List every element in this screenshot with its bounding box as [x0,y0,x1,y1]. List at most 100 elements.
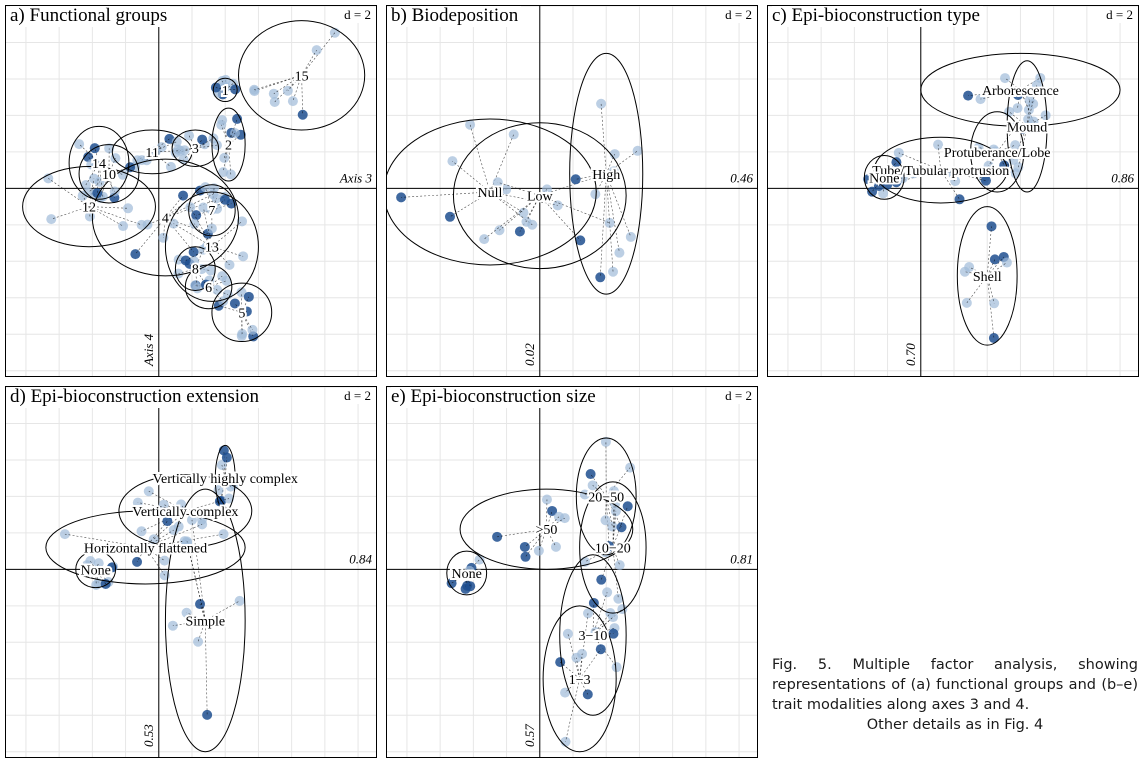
group-label: 11 [145,146,158,161]
star-link [224,457,228,479]
individual-point [608,486,619,497]
group-label: 10−20 [595,541,631,556]
x-axis-label: 0.81 [730,551,753,566]
star-link [996,127,1016,153]
grid-scale: d = 2 [723,388,754,404]
star-link [546,517,565,530]
star-link [884,177,888,180]
individual-point [1000,73,1011,84]
group-ellipse [78,144,140,204]
individual-point [221,275,232,286]
individual-point [123,203,134,214]
panel-title: b) Biodeposition [391,6,522,27]
star-link [145,547,166,576]
grid-scale: d = 2 [723,7,754,23]
star-link [51,206,90,220]
star-link [195,268,198,289]
star-link [599,173,607,278]
star-link [190,207,213,247]
individual-point [908,168,919,179]
individual-point [464,565,475,576]
individual-point [625,231,636,242]
star-link [986,226,992,276]
star-link [220,124,229,145]
group-ellipse [174,246,216,291]
star-link [592,485,607,497]
star-link [612,547,620,566]
individual-point [585,469,596,480]
star-link [1026,100,1030,127]
star-link [178,268,196,274]
individual-point [74,139,85,150]
star-link [898,152,941,171]
group-label: 20−50 [588,490,624,505]
individual-point [950,176,961,187]
individual-point [143,486,154,497]
star-link [564,678,580,693]
star-link [940,169,956,182]
individual-point [159,555,170,566]
star-link [196,209,213,216]
star-link [89,206,129,209]
individual-point [954,194,965,205]
star-link [546,529,557,548]
star-link [1004,77,1021,91]
star-link [1026,85,1038,127]
star-link [145,529,174,548]
star-link [88,178,95,207]
star-link [606,150,638,175]
star-link [489,191,524,213]
individual-point [118,221,129,232]
star-link [211,199,226,211]
individual-point [193,636,204,647]
individual-point [1004,106,1015,117]
panel-b: Null Low High 0.46 0.02 b) Biodeposition d =… [386,5,758,377]
group-ellipse [111,129,193,175]
star-link [205,600,240,621]
star-link [193,261,196,269]
individual-point [117,169,128,180]
star-link [292,75,302,102]
star-link [592,633,614,636]
star-link [215,87,226,91]
group-ellipse [569,52,644,295]
individual-point [136,219,147,230]
star-link [195,249,204,269]
group-ellipse [188,184,236,237]
individual-point [614,560,625,571]
star-link [165,217,208,235]
group-label: 6 [205,281,212,296]
group-label: 14 [92,157,106,172]
individual-point [230,84,241,95]
individual-point [973,142,984,153]
individual-point [234,595,245,606]
star-link [546,499,548,530]
individual-point [613,593,624,604]
caption-line: functional groups and (b–e) trait [772,677,1139,713]
individual-point [396,192,407,203]
individual-point [238,251,249,262]
star-link [575,173,607,180]
star-link [986,275,995,339]
figure-caption: Fig. 5. Multiple factor analysis, showin… [772,655,1138,735]
individual-point [893,147,904,158]
individual-point [46,214,57,225]
star-link [969,266,988,277]
group-label: 12 [82,201,96,216]
star-link [546,510,553,530]
plot-area: 20−50 >50 10−20 None 3−10 1−3 0.81 0.57 [387,387,757,757]
star-link [224,478,231,487]
individual-point [891,157,902,168]
individual-point [156,142,167,153]
star-link [584,494,607,497]
group-ellipse [212,77,238,103]
star-link [95,569,109,583]
group-label: None [869,171,899,186]
group-label: None [452,567,482,582]
individual-point [158,499,169,510]
star-link [199,603,206,621]
star-link [601,547,614,580]
individual-point [479,234,490,245]
star-link [592,602,595,636]
individual-point [237,216,248,227]
